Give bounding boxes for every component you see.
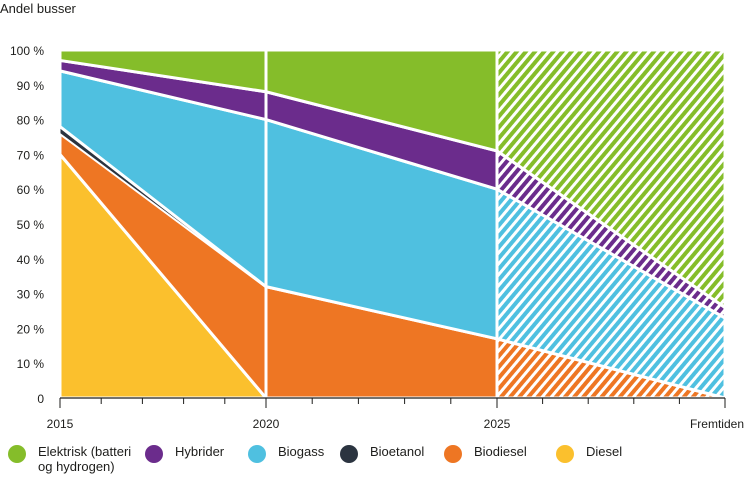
x-tick-label: Fremtiden <box>690 417 744 431</box>
x-tick-labels: 2015 2020 2025 Fremtiden <box>47 417 744 431</box>
y-tick-label: 10 % <box>17 357 45 371</box>
legend-item-diesel: Diesel <box>556 444 622 463</box>
legend-label: Diesel <box>586 444 623 459</box>
y-tick-labels: 0 10 % 20 % 30 % 40 % 50 % 60 % 70 % 80 % 90 % 100… <box>10 44 44 406</box>
y-tick-label: 80 % <box>17 114 45 128</box>
y-tick-label: 50 % <box>17 218 45 232</box>
legend-swatch <box>8 445 26 463</box>
legend-item-biodiesel: Biodiesel <box>444 444 527 463</box>
x-axis <box>59 397 726 408</box>
legend-label: Biogass <box>278 444 325 459</box>
y-tick-label: 70 % <box>17 148 45 162</box>
legend-item-elektrisk-batteri-og-hydrogen: Elektrisk (batteri og hydrogen) <box>8 444 138 474</box>
legend-swatch <box>444 445 462 463</box>
stacked-area-chart: Andel busser 0 10 % 20 % 30 % 40 % 50 % 60 % 70… <box>0 1 744 431</box>
x-tick-label: 2020 <box>253 417 280 431</box>
y-tick-label: 40 % <box>17 253 45 267</box>
legend-label: Biodiesel <box>474 444 527 459</box>
y-tick-label: 30 % <box>17 288 45 302</box>
legend-label: Hybrider <box>175 444 225 459</box>
y-tick-label: 100 % <box>10 44 44 58</box>
y-axis-label: Andel busser <box>0 1 77 16</box>
x-tick-label: 2025 <box>484 417 511 431</box>
area-layers <box>58 48 727 400</box>
legend-label: Elektrisk (batteri og hydrogen) <box>38 444 132 474</box>
y-tick-label: 0 <box>37 392 44 406</box>
legend-item-biogass: Biogass <box>248 444 324 463</box>
legend: Elektrisk (batteri og hydrogen) Hybrider B… <box>8 440 738 500</box>
legend-item-bioetanol: Bioetanol <box>340 444 424 463</box>
legend-label: Bioetanol <box>370 444 425 459</box>
legend-swatch <box>248 445 266 463</box>
y-tick-label: 90 % <box>17 79 45 93</box>
x-tick-label: 2015 <box>47 417 74 431</box>
legend-item-hybrider: Hybrider <box>145 444 224 463</box>
y-tick-label: 20 % <box>17 322 45 336</box>
legend-swatch <box>556 445 574 463</box>
legend-swatch <box>340 445 358 463</box>
y-tick-label: 60 % <box>17 183 45 197</box>
legend-swatch <box>145 445 163 463</box>
